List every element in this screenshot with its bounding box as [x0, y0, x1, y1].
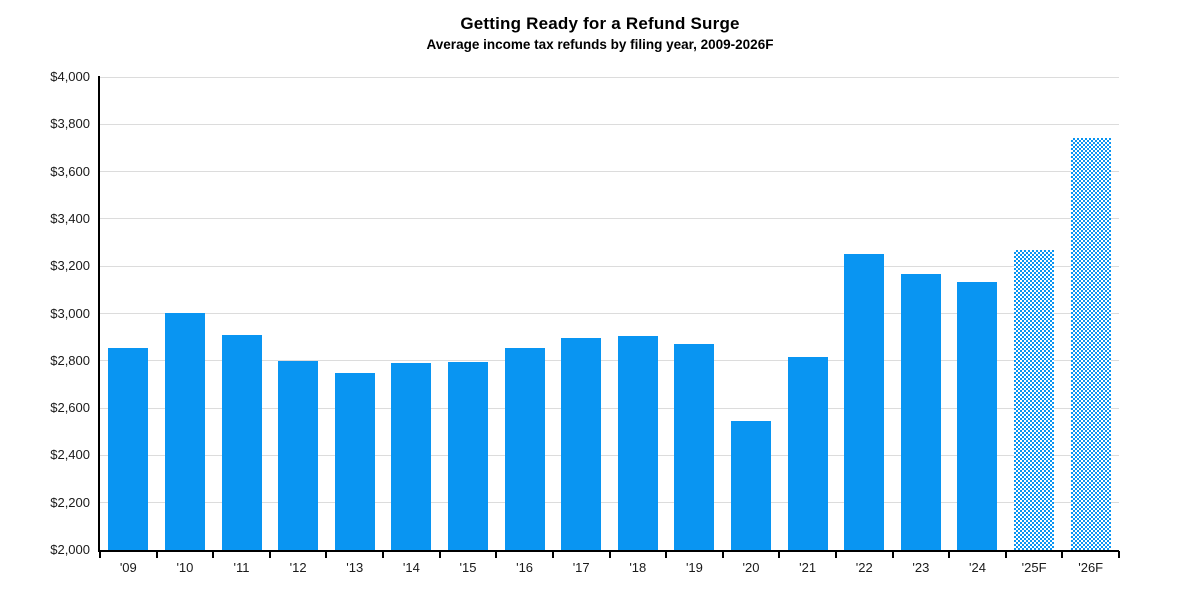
bar-26F[interactable]: [1070, 138, 1111, 550]
x-axis-tick-label: '18: [629, 560, 647, 575]
x-axis-tick-label: '19: [685, 560, 703, 575]
bar-10[interactable]: [164, 312, 205, 550]
bar-18[interactable]: [617, 335, 658, 550]
x-axis-tick-mark: [948, 551, 951, 558]
x-axis-tick-mark: [268, 551, 271, 558]
x-axis-tick-mark: [495, 551, 498, 558]
chart-subtitle: Average income tax refunds by filing yea…: [426, 37, 774, 52]
x-axis-tick-label: '16: [516, 560, 534, 575]
x-axis-tick-mark: [212, 551, 215, 558]
x-axis-tick-label: '09: [119, 560, 137, 575]
gridline: [100, 407, 1119, 409]
x-axis-tick-label: '21: [799, 560, 817, 575]
y-axis-line: [98, 76, 100, 551]
bar-16[interactable]: [504, 347, 545, 550]
y-axis-tick-label: $3,000: [50, 305, 90, 321]
x-axis-tick-mark: [155, 551, 158, 558]
bar-23[interactable]: [900, 274, 941, 550]
gridline: [100, 171, 1119, 173]
bar-19[interactable]: [674, 344, 715, 550]
x-axis-tick-label: '22: [855, 560, 873, 575]
gridline: [100, 123, 1119, 125]
x-axis-tick-label: '20: [742, 560, 760, 575]
x-axis-line: [98, 550, 1119, 552]
bar-15[interactable]: [447, 361, 488, 550]
bar-14[interactable]: [391, 363, 432, 550]
gridline: [100, 360, 1119, 362]
x-axis-tick-label: '13: [346, 560, 364, 575]
x-axis-tick-label: '17: [572, 560, 590, 575]
bar-25F[interactable]: [1014, 249, 1055, 550]
x-axis-tick-label: '15: [459, 560, 477, 575]
x-axis-tick-mark: [778, 551, 781, 558]
gridline: [100, 313, 1119, 314]
gridline: [100, 454, 1119, 456]
x-axis-tick-mark: [551, 551, 554, 558]
x-axis-tick-mark: [99, 551, 101, 558]
y-axis-tick-label: $2,800: [50, 352, 90, 368]
bar-17[interactable]: [561, 338, 602, 550]
y-axis-tick-label: $3,600: [50, 163, 90, 179]
bar-13[interactable]: [334, 372, 375, 550]
gridline: [100, 502, 1119, 504]
x-axis-tick-mark: [1004, 551, 1007, 558]
x-axis-tick-label: '23: [912, 560, 930, 575]
x-axis-tick-label: '25F: [1021, 560, 1047, 575]
x-axis-tick-mark: [382, 551, 385, 558]
x-axis-tick-label: '12: [289, 560, 307, 575]
x-axis-tick-label: '26F: [1078, 560, 1104, 575]
x-axis-tick-mark: [438, 551, 441, 558]
x-axis-tick-mark: [608, 551, 611, 558]
y-axis-tick-label: $2,600: [50, 400, 90, 416]
x-axis-tick-mark: [834, 551, 837, 558]
y-axis-tick-label: $2,000: [50, 542, 90, 557]
x-axis-tick-mark: [721, 551, 724, 558]
y-axis-tick-label: $3,400: [50, 210, 90, 226]
x-axis-tick-label: '24: [968, 560, 986, 575]
x-axis-tick-mark: [1061, 551, 1064, 558]
gridline: [100, 218, 1119, 220]
x-axis-tick-label: '11: [233, 560, 250, 575]
bar-22[interactable]: [844, 254, 885, 550]
x-axis-tick-mark: [1118, 551, 1120, 558]
x-axis-tick-label: '10: [176, 560, 194, 575]
x-axis-tick-mark: [665, 551, 668, 558]
y-axis-tick-label: $3,200: [50, 258, 90, 274]
bar-20[interactable]: [731, 421, 772, 550]
y-axis-tick-label: $3,800: [50, 116, 90, 132]
bar-09[interactable]: [108, 347, 149, 550]
bar-21[interactable]: [787, 357, 828, 550]
bar-12[interactable]: [278, 360, 319, 550]
bar-24[interactable]: [957, 281, 998, 550]
bar-11[interactable]: [221, 334, 262, 550]
x-axis-tick-mark: [325, 551, 328, 558]
y-axis-tick-label: $2,400: [50, 447, 90, 463]
y-axis-tick-label: $2,200: [50, 494, 90, 510]
gridline: [100, 76, 1119, 78]
x-axis-tick-mark: [891, 551, 894, 558]
y-axis-tick-label: $4,000: [50, 69, 90, 84]
x-axis-tick-label: '14: [402, 560, 420, 575]
chart-title: Getting Ready for a Refund Surge: [460, 14, 740, 33]
gridline: [100, 265, 1119, 267]
